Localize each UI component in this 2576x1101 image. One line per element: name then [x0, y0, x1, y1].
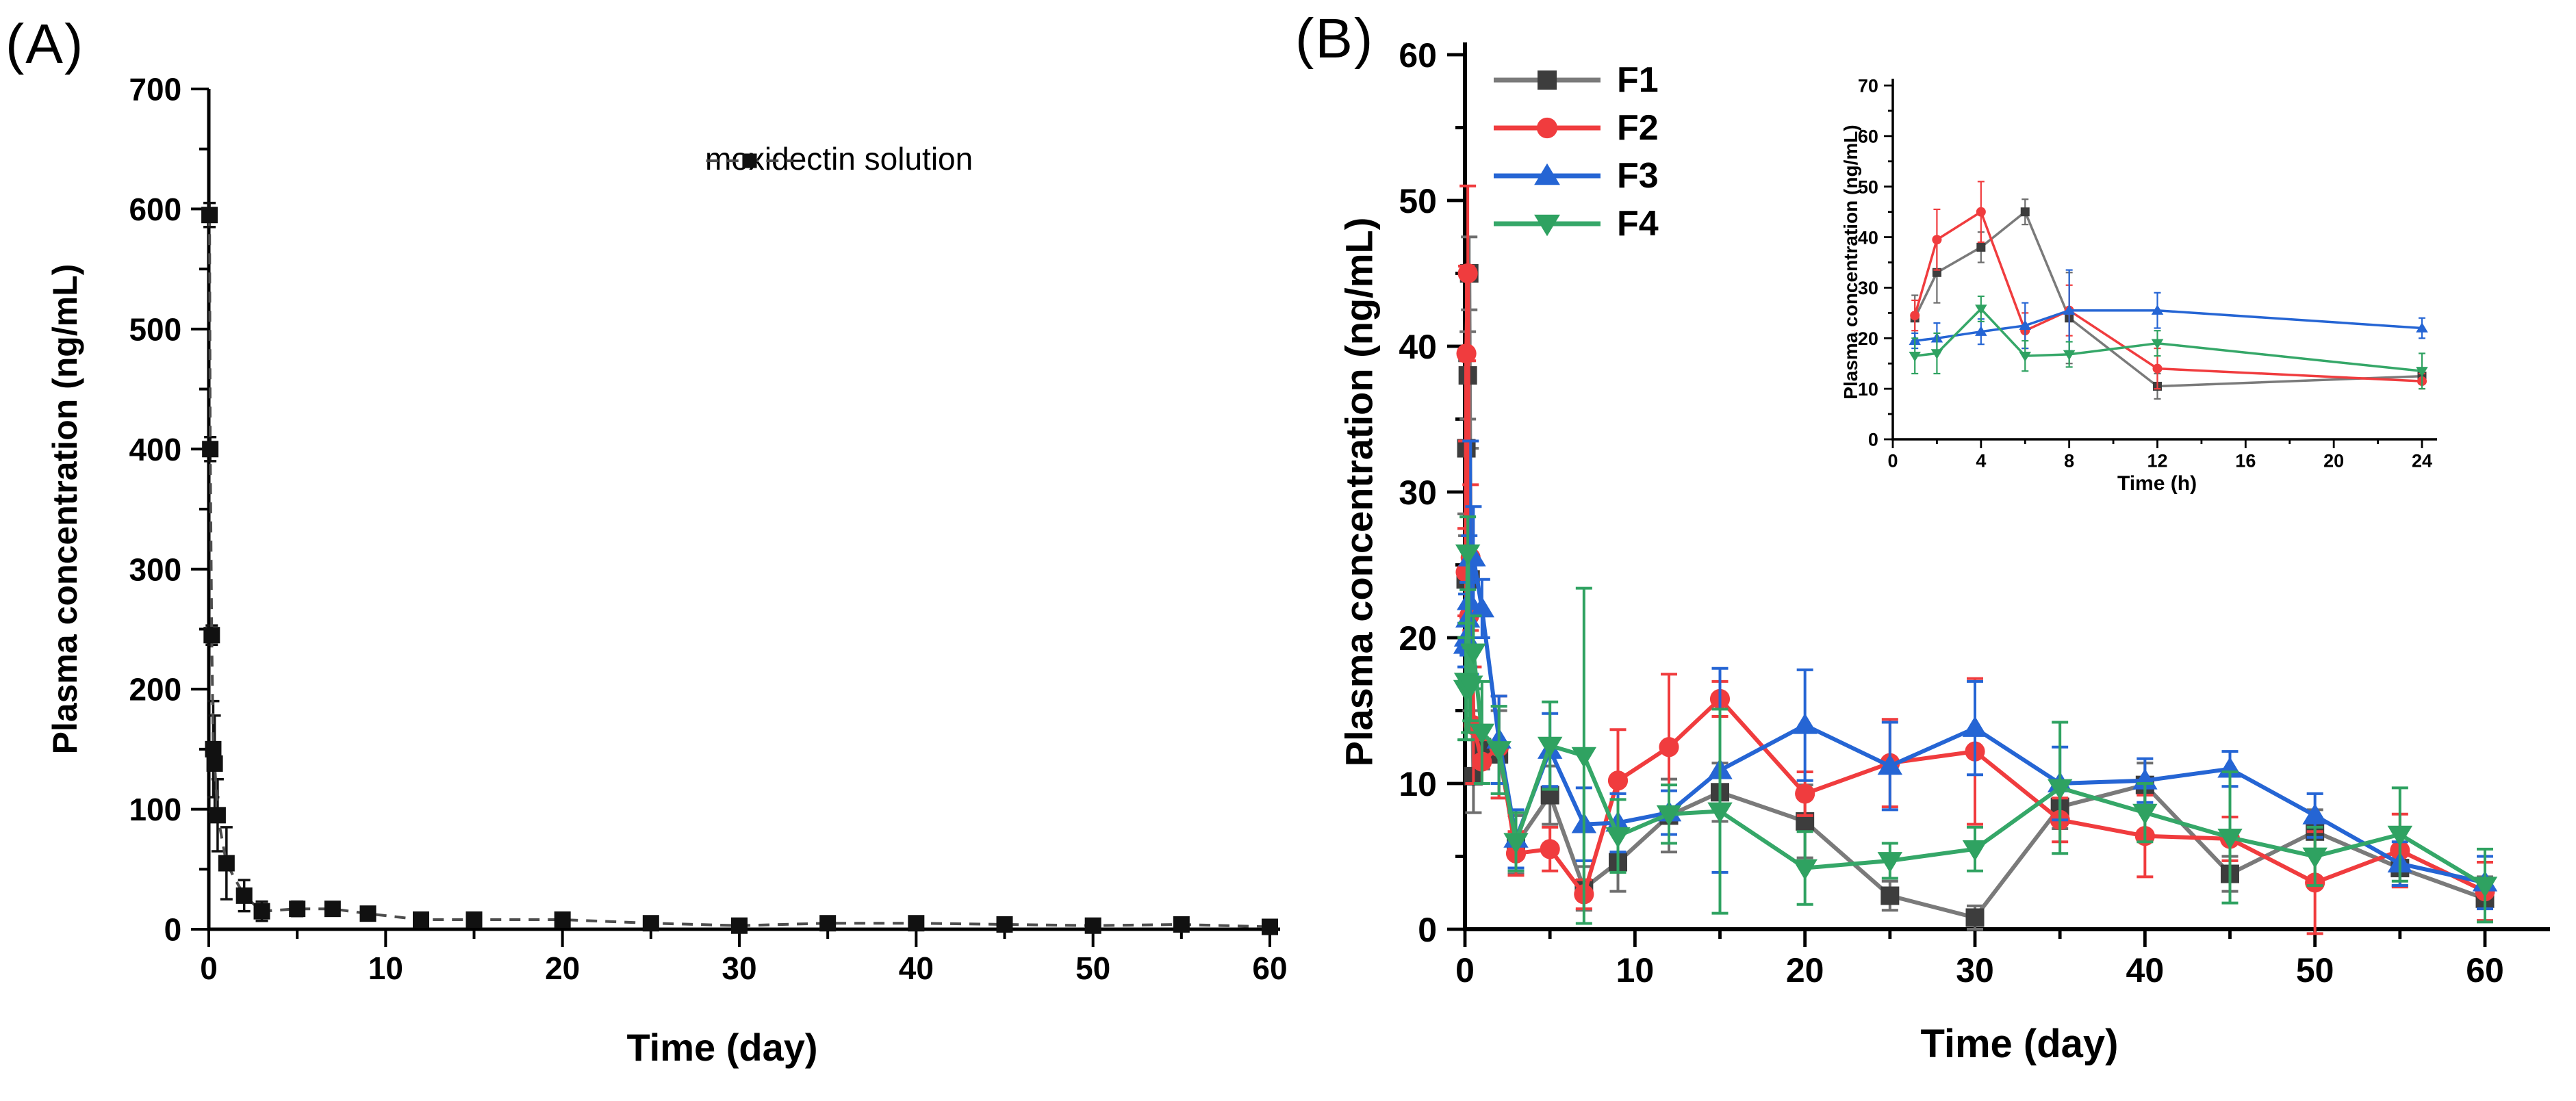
f4-legend-marker: [1494, 214, 1601, 237]
chart-a-y-axis-ticks: [191, 88, 209, 931]
panel-b-legend: F1 F2 F3 F4: [1492, 56, 1659, 248]
svg-text:10: 10: [1399, 765, 1437, 803]
svg-text:30: 30: [1858, 278, 1878, 298]
panel-b-label: (B): [1295, 8, 1375, 70]
moxidectin-solution-legend-marker: [706, 153, 793, 168]
svg-text:500: 500: [129, 311, 181, 347]
chart-b-inset-y-axis-tick-labels: 0 10 20 30 40 50 60 70: [1858, 76, 1878, 450]
svg-text:400: 400: [129, 432, 181, 467]
svg-text:70: 70: [1858, 76, 1878, 96]
chart-b-inset-x-axis-tick-labels: 0 4 8 12 16 20 24: [1887, 451, 2432, 471]
svg-text:60: 60: [1399, 36, 1437, 75]
chart-b-y-axis-tick-labels: 0 10 20 30 40 50 60: [1399, 36, 1437, 949]
svg-text:0: 0: [1418, 911, 1437, 949]
svg-text:0: 0: [200, 950, 218, 986]
f1-legend-label: F1: [1617, 60, 1659, 100]
svg-text:10: 10: [1858, 379, 1878, 400]
chart-b-inset-y-axis-ticks: [1884, 84, 1893, 441]
panel-a-x-axis-title: Time (day): [626, 1026, 818, 1069]
svg-text:16: 16: [2235, 451, 2256, 471]
legend-item-f2: F2: [1492, 104, 1659, 152]
svg-text:10: 10: [368, 950, 403, 986]
f3-legend-label: F3: [1617, 156, 1659, 196]
svg-text:20: 20: [1786, 951, 1824, 989]
svg-text:200: 200: [129, 672, 181, 708]
svg-text:4: 4: [1976, 451, 1986, 471]
svg-text:60: 60: [2466, 951, 2504, 989]
svg-text:20: 20: [1399, 619, 1437, 658]
svg-text:40: 40: [899, 950, 934, 986]
svg-text:40: 40: [1858, 227, 1878, 248]
panel-a-y-axis-title: Plasma concentration (ng/mL): [46, 263, 84, 755]
legend-item-f3: F3: [1492, 152, 1659, 200]
inset-y-axis-title: Plasma concentration (ng/mL): [1840, 125, 1861, 400]
svg-text:50: 50: [1075, 950, 1110, 986]
svg-text:12: 12: [2147, 451, 2167, 471]
svg-text:8: 8: [2064, 451, 2074, 471]
chart-b-inset-axes: [1891, 79, 2437, 441]
svg-text:0: 0: [1887, 451, 1898, 471]
f4-legend-label: F4: [1617, 204, 1659, 244]
chart-b-x-axis-ticks: [1463, 929, 2487, 947]
svg-text:30: 30: [1956, 951, 1994, 989]
svg-text:20: 20: [2323, 451, 2344, 471]
svg-text:700: 700: [129, 72, 181, 107]
chart-b-inset: 0 4 8 12 16 20 24 0 10 20 30 40 50 60 70: [1858, 76, 2437, 471]
svg-text:60: 60: [1858, 127, 1878, 147]
chart-b-inset-series-f3: [1909, 269, 2428, 354]
svg-text:20: 20: [1858, 328, 1878, 349]
chart-a-y-axis-tick-labels: 0 100 200 300 400 500 600 700: [129, 72, 181, 948]
svg-text:30: 30: [1399, 474, 1437, 512]
chart-a-series-moxidectin-solution: [201, 201, 1278, 935]
panel-b-plot: 0 10 20 30 40 50 60 0 10 20 30 40 50 60 0 4 8 12 16 20 24 0 10…: [1399, 36, 2550, 989]
svg-text:0: 0: [164, 912, 182, 948]
f2-legend-label: F2: [1617, 108, 1659, 148]
svg-text:10: 10: [1616, 951, 1655, 989]
chart-a-axes: [207, 89, 1280, 931]
chart-b-series-f4: [1453, 515, 2498, 925]
legend-item-f1: F1: [1492, 56, 1659, 104]
svg-text:50: 50: [1399, 182, 1437, 220]
inset-x-axis-title: Time (h): [2117, 472, 2197, 495]
chart-b-inset-series-f4: [1909, 295, 2428, 390]
chart-a-x-axis-tick-labels: 0 10 20 30 40 50 60: [200, 950, 1287, 986]
panel-a-legend: moxidectin solution: [705, 140, 973, 177]
svg-text:50: 50: [2296, 951, 2334, 989]
chart-b-inset-series-f2: [1910, 181, 2427, 390]
svg-text:50: 50: [1858, 177, 1878, 197]
legend-item-f4: F4: [1492, 200, 1659, 248]
panel-b-x-axis-title: Time (day): [1920, 1022, 2119, 1066]
panel-b-y-axis-title: Plasma concentration (ng/mL): [1337, 217, 1381, 767]
svg-text:0: 0: [1455, 951, 1475, 989]
svg-text:60: 60: [1252, 950, 1287, 986]
svg-text:40: 40: [2126, 951, 2165, 989]
chart-b-inset-x-axis-ticks: [1891, 439, 2423, 448]
svg-text:100: 100: [129, 792, 181, 827]
svg-text:40: 40: [1399, 328, 1437, 366]
svg-text:20: 20: [545, 950, 580, 986]
svg-text:24: 24: [2412, 451, 2432, 471]
svg-text:300: 300: [129, 552, 181, 587]
panel-a-label: (A): [5, 13, 85, 75]
svg-text:600: 600: [129, 192, 181, 227]
svg-text:0: 0: [1868, 430, 1878, 450]
chart-b-x-axis-tick-labels: 0 10 20 30 40 50 60: [1455, 951, 2504, 989]
svg-text:30: 30: [722, 950, 756, 986]
f1-legend-marker: [1494, 70, 1601, 90]
f3-legend-marker: [1494, 163, 1601, 185]
f2-legend-marker: [1494, 117, 1601, 139]
